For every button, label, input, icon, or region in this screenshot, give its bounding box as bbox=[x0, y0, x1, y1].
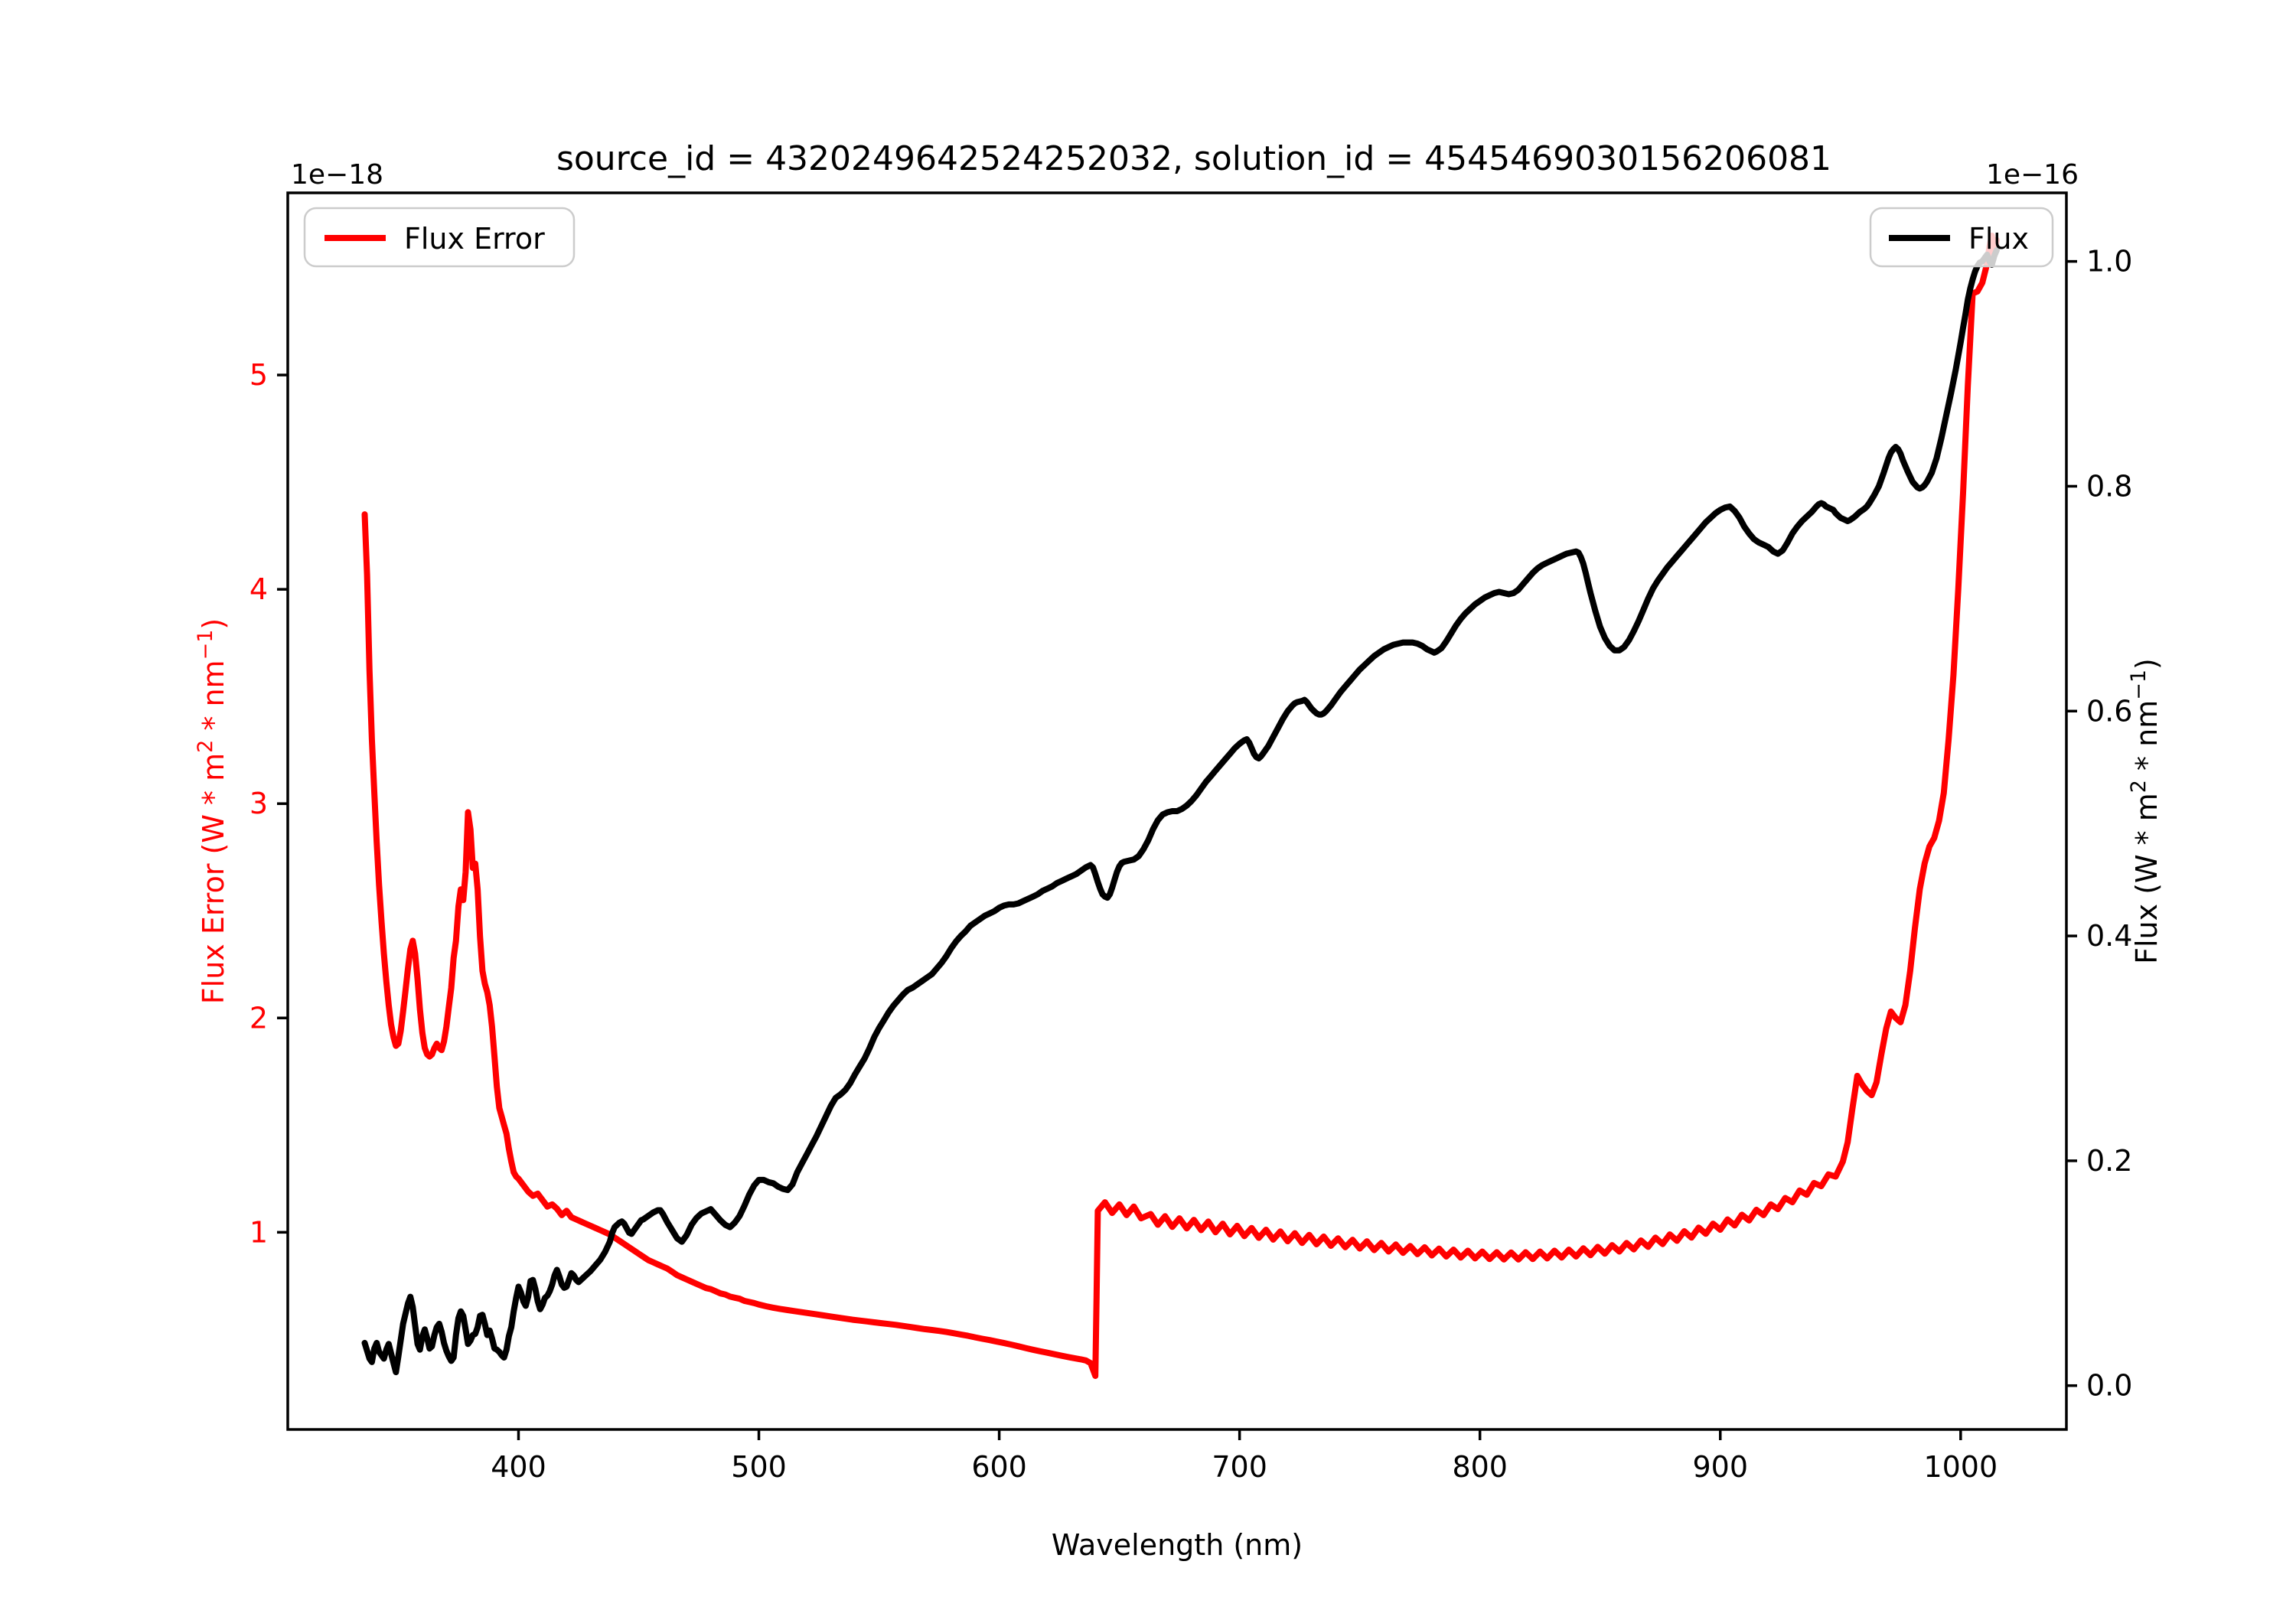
left-y-tick-label: 3 bbox=[249, 787, 268, 820]
x-tick-label: 400 bbox=[491, 1450, 546, 1484]
right-y-tick-label: 0.2 bbox=[2086, 1144, 2132, 1178]
right-y-tick-label: 0.4 bbox=[2086, 919, 2132, 953]
x-tick-label: 500 bbox=[731, 1450, 787, 1484]
plot-area bbox=[361, 233, 2000, 1379]
x-tick-label: 900 bbox=[1692, 1450, 1748, 1484]
x-tick-label: 700 bbox=[1212, 1450, 1267, 1484]
legend-flux-error: Flux Error bbox=[303, 207, 576, 268]
x-tick-label: 800 bbox=[1452, 1450, 1508, 1484]
legend-label: Flux bbox=[1968, 222, 2029, 256]
left-y-axis: 1 2 3 4 5 bbox=[249, 358, 288, 1249]
legend-label: Flux Error bbox=[404, 222, 545, 256]
flux-line bbox=[361, 246, 2000, 1376]
svg-text:Flux Error (W * m2 * nm−1): Flux Error (W * m2 * nm−1) bbox=[194, 618, 230, 1004]
legend-box bbox=[303, 207, 576, 268]
left-y-tick-label: 4 bbox=[249, 572, 268, 606]
legend-box bbox=[1869, 207, 2054, 268]
x-axis-label: Wavelength (nm) bbox=[1052, 1528, 1303, 1562]
svg-text:Flux (W * m2 * nm−1): Flux (W * m2 * nm−1) bbox=[2127, 658, 2164, 964]
axes-spines bbox=[286, 191, 2068, 1431]
chart-title: source_id = 4320249642524252032, solutio… bbox=[556, 139, 1831, 178]
x-tick-label: 600 bbox=[971, 1450, 1027, 1484]
left-y-tick-label: 2 bbox=[249, 1001, 268, 1035]
left-y-tick-label: 5 bbox=[249, 358, 268, 392]
right-y-axis-label: Flux (W * m2 * nm−1) bbox=[2127, 658, 2164, 964]
left-offset-text: 1e−18 bbox=[291, 159, 383, 191]
x-axis: 400 500 600 700 800 900 1000 bbox=[491, 1429, 1998, 1484]
right-offset-text: 1e−16 bbox=[1986, 159, 2079, 191]
right-y-axis: 0.0 0.2 0.4 0.6 0.8 1.0 bbox=[2066, 245, 2132, 1403]
right-y-tick-label: 0.6 bbox=[2086, 694, 2132, 728]
right-y-tick-label: 1.0 bbox=[2086, 245, 2132, 279]
flux-error-line bbox=[361, 233, 2000, 1379]
left-y-tick-label: 1 bbox=[249, 1215, 268, 1249]
left-y-axis-label: Flux Error (W * m2 * nm−1) bbox=[194, 618, 230, 1004]
legend-flux: Flux bbox=[1869, 207, 2054, 268]
right-y-tick-label: 0.0 bbox=[2086, 1369, 2132, 1403]
x-tick-label: 1000 bbox=[1923, 1450, 1998, 1484]
right-y-tick-label: 0.8 bbox=[2086, 469, 2132, 503]
